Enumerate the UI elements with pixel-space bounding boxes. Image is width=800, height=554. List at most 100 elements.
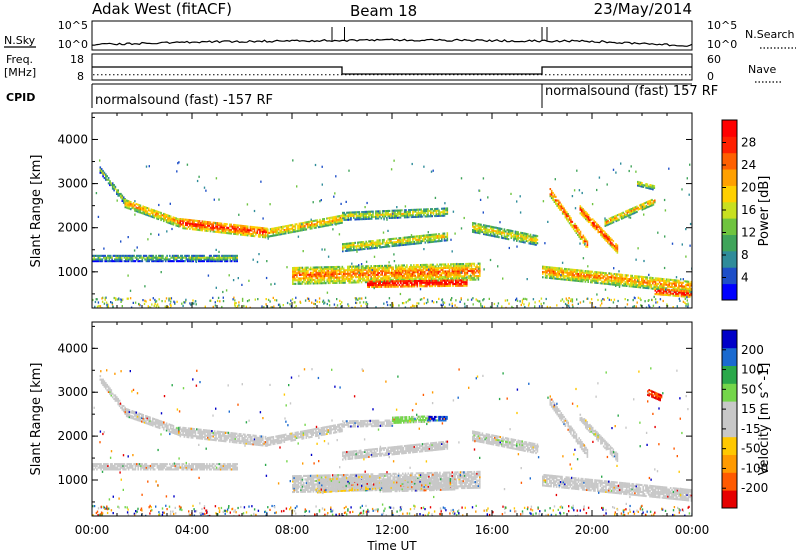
power-cell	[358, 264, 360, 267]
power-cell	[613, 267, 615, 270]
power-cell	[196, 226, 198, 229]
power-cell	[353, 265, 356, 268]
power-cell	[592, 272, 595, 275]
power-cell	[414, 237, 417, 240]
power-cell	[435, 211, 438, 214]
power-cell	[347, 244, 350, 247]
power-cell	[294, 268, 297, 271]
power-cell	[625, 210, 627, 213]
power-cell	[553, 268, 555, 271]
power-cell	[318, 269, 320, 272]
power-cell	[352, 281, 355, 284]
power-cell	[498, 232, 500, 235]
power-cell	[204, 227, 206, 230]
power-cell	[223, 228, 226, 231]
power-cell	[430, 233, 432, 236]
power-cell	[367, 284, 369, 287]
power-cell	[582, 215, 584, 218]
power-cell	[444, 279, 446, 282]
power-cell	[416, 235, 418, 238]
power-cell	[235, 229, 238, 232]
power-cell	[510, 229, 513, 232]
power-cell	[383, 238, 385, 241]
power-cell	[431, 211, 433, 214]
power-cell	[428, 274, 430, 277]
power-cell	[585, 216, 587, 219]
power-cell	[570, 272, 573, 275]
power-cell	[681, 188, 683, 191]
power-cell	[583, 275, 585, 278]
power-cell	[542, 265, 544, 268]
power-cell	[414, 214, 417, 217]
power-cell	[174, 256, 177, 259]
power-cell	[193, 223, 195, 226]
power-cell	[455, 264, 458, 267]
power-cell	[447, 265, 449, 268]
power-cell	[291, 225, 294, 228]
power-cell	[385, 278, 388, 281]
power-cell	[429, 269, 432, 272]
power-cell	[160, 217, 162, 220]
power-cell	[402, 269, 404, 272]
power-cell	[420, 215, 422, 218]
power-cell	[96, 260, 98, 263]
power-cell	[603, 275, 606, 278]
power-cell	[441, 236, 443, 239]
power-cell	[344, 249, 347, 252]
power-cell	[105, 173, 107, 176]
power-cell	[326, 271, 328, 274]
power-cell	[521, 301, 524, 304]
power-cell	[371, 266, 374, 269]
power-cell	[409, 239, 411, 242]
power-cell	[402, 281, 405, 284]
power-cell	[494, 226, 496, 229]
power-cell	[237, 231, 239, 234]
power-cell	[432, 211, 435, 214]
power-cell	[459, 268, 462, 271]
power-cell	[473, 229, 475, 232]
power-cell	[411, 285, 413, 288]
power-cell	[364, 281, 367, 284]
power-cell	[369, 279, 371, 282]
power-cell	[154, 298, 156, 301]
power-cell	[587, 272, 589, 275]
power-cell	[402, 240, 405, 243]
power-cell	[348, 267, 350, 270]
power-cell	[219, 224, 221, 227]
power-cell	[342, 267, 345, 270]
power-cell	[398, 304, 400, 307]
power-cell	[448, 266, 451, 269]
power-cell	[201, 220, 204, 223]
power-cell	[320, 278, 323, 281]
power-cell	[365, 242, 367, 245]
power-cell	[649, 283, 651, 286]
power-cell	[465, 264, 467, 267]
power-cell	[686, 287, 688, 290]
power-cell	[579, 242, 581, 245]
power-cell	[439, 236, 442, 239]
power-cell	[275, 234, 277, 237]
power-cell	[375, 280, 377, 283]
power-cell	[593, 223, 595, 226]
power-cell	[663, 198, 666, 202]
power-cell	[586, 214, 588, 217]
power-data-marks	[92, 159, 692, 308]
power-cell	[358, 248, 361, 251]
power-cell	[588, 274, 591, 277]
power-cell	[151, 260, 153, 263]
power-cell	[461, 277, 463, 280]
power-cell	[477, 271, 480, 274]
power-cell	[617, 278, 620, 281]
power-cell	[555, 201, 557, 204]
power-cell	[436, 267, 438, 270]
power-cell	[366, 244, 369, 247]
power-cell	[405, 216, 407, 219]
power-cell	[415, 281, 417, 284]
power-cell	[553, 199, 556, 202]
power-cell	[284, 225, 287, 228]
power-cell	[237, 229, 239, 232]
power-cell	[384, 245, 387, 248]
power-cell	[315, 280, 317, 283]
power-cell	[325, 271, 327, 274]
power-cell	[406, 243, 409, 246]
